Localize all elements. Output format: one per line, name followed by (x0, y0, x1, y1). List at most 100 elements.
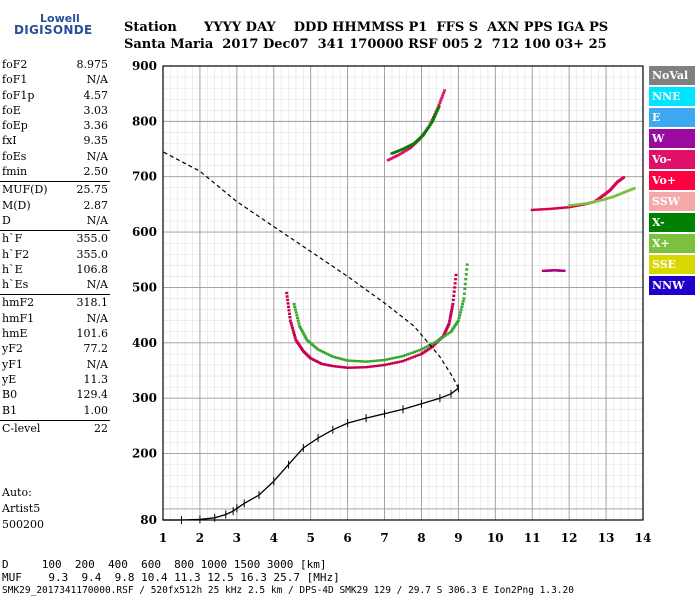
echo-trace (297, 343, 301, 346)
echo-trace (450, 305, 454, 308)
param-name: hmF1 (2, 311, 35, 325)
legend-item: SSW (649, 192, 695, 211)
echo-trace (380, 364, 384, 367)
x-tick-label: 7 (380, 531, 388, 545)
param-value: 2.87 (83, 198, 109, 212)
echo-trace (593, 200, 597, 203)
echo-trace (421, 134, 425, 137)
echo-trace (285, 291, 289, 295)
param-value: 11.3 (83, 372, 109, 386)
echo-trace (389, 362, 393, 365)
echo-trace (429, 343, 433, 346)
y-tick-label: 800 (132, 114, 157, 128)
echo-trace (389, 357, 393, 360)
echo-trace (452, 326, 456, 329)
param-name: h`E (2, 262, 23, 276)
echo-trace (574, 203, 578, 206)
echo-trace (583, 202, 587, 205)
x-tick-label: 4 (270, 531, 278, 545)
echo-trace (438, 338, 442, 341)
echo-trace (587, 201, 591, 205)
echo-trace (451, 327, 455, 331)
legend-item: NoVal (649, 66, 695, 85)
echo-trace (364, 360, 368, 363)
echo-trace (460, 305, 464, 309)
param-name: fmin (2, 165, 28, 179)
legend: NoVal NNE E W Vo- Vo+ SSW X- X+ SSE NNW (649, 66, 695, 297)
param-name: h`F (2, 232, 23, 246)
echo-trace (427, 125, 431, 128)
echo-trace (299, 347, 303, 350)
echo-trace (376, 359, 380, 362)
echo-trace (333, 355, 337, 359)
echo-trace (454, 273, 458, 277)
echo-trace (387, 362, 391, 366)
echo-trace (350, 359, 354, 363)
echo-trace (463, 287, 467, 291)
echo-trace (599, 199, 603, 202)
auto-version: 500200 (2, 518, 44, 531)
echo-trace (294, 311, 298, 314)
echo-trace (464, 277, 468, 281)
param-row: h`Es N/A (0, 278, 112, 293)
logo-line-2: DIGISONDE (14, 23, 93, 37)
param-name: yE (2, 372, 17, 386)
legend-item: Vo- (649, 150, 695, 169)
echo-trace (443, 334, 447, 337)
echo-trace (581, 202, 585, 206)
echo-trace (434, 111, 438, 115)
echo-trace (456, 319, 460, 322)
echo-trace (449, 314, 453, 318)
echo-trace (316, 348, 320, 351)
param-separator (0, 419, 110, 421)
echo-trace (303, 335, 307, 338)
param-row: MUF(D) 25.75 (0, 183, 112, 198)
echo-trace (415, 354, 419, 357)
echo-trace (333, 365, 337, 368)
param-name: h`F2 (2, 247, 30, 261)
param-name: h`Es (2, 278, 29, 292)
echo-trace (357, 366, 361, 369)
echo-trace (293, 336, 297, 339)
echo-trace (299, 326, 303, 330)
param-value: 77.2 (83, 342, 109, 356)
echo-trace (410, 351, 414, 354)
echo-trace (539, 208, 543, 211)
param-name: foEp (2, 119, 28, 133)
echo-trace (292, 331, 296, 334)
echo-trace (338, 365, 342, 369)
topside-profile (162, 151, 459, 389)
echo-trace (327, 353, 331, 357)
echo-trace (632, 187, 636, 190)
echo-trace (459, 308, 463, 311)
echo-trace (299, 345, 303, 349)
echo-trace (380, 359, 384, 362)
echo-trace (461, 300, 465, 303)
echo-trace (437, 103, 441, 107)
echo-trace (383, 358, 387, 362)
echo-trace (442, 332, 446, 336)
echo-trace (286, 298, 290, 302)
param-row: C-level 22 (0, 422, 112, 437)
param-row: yF1 N/A (0, 358, 112, 373)
param-row: hmF1 N/A (0, 312, 112, 327)
echo-trace (302, 333, 306, 337)
x-tick-label: 6 (343, 531, 351, 545)
echo-trace (406, 358, 410, 361)
param-row: fxI 9.35 (0, 134, 112, 149)
y-tick-label: 600 (132, 225, 157, 239)
param-separator (0, 181, 110, 183)
x-tick-label: 9 (454, 531, 462, 545)
param-row: foEp 3.36 (0, 119, 112, 134)
echo-trace (589, 201, 593, 204)
echo-trace (431, 118, 435, 121)
echo-trace (454, 323, 458, 327)
echo-trace (362, 366, 366, 369)
x-tick-label: 12 (561, 531, 578, 545)
echo-trace (452, 294, 456, 297)
echo-trace (579, 202, 583, 206)
legend-item: E (649, 108, 695, 127)
param-value: N/A (86, 357, 108, 371)
echo-trace (364, 365, 368, 369)
echo-trace (558, 206, 562, 210)
